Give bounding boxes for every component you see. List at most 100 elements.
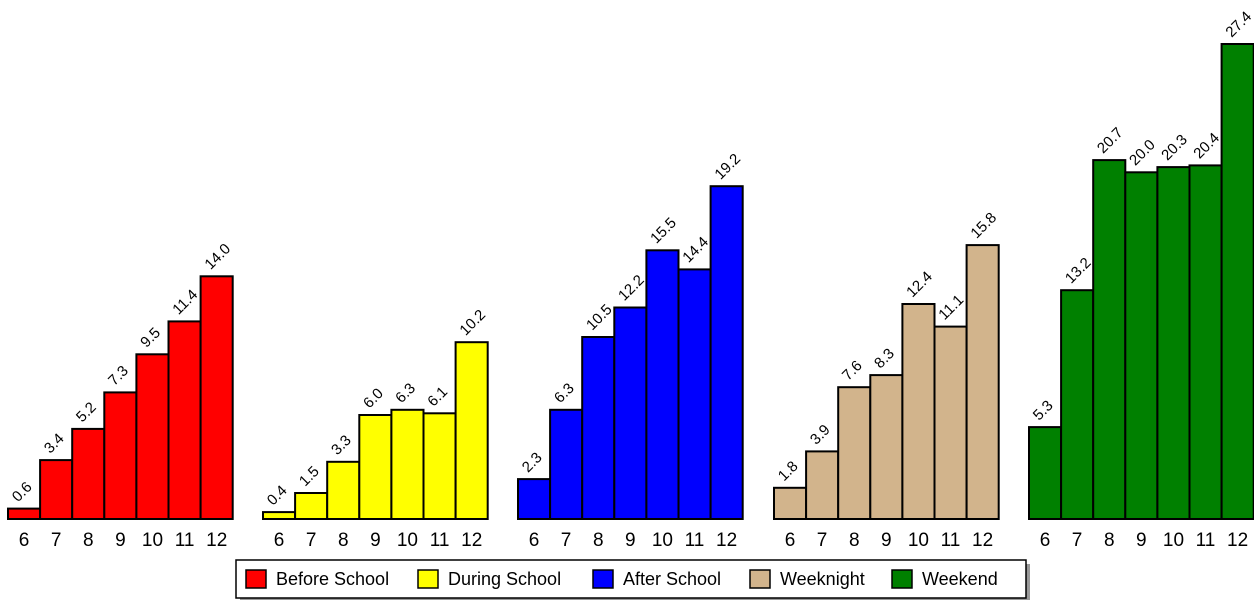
- data-label-during-school-10: 6.3: [392, 380, 419, 407]
- data-label-before-school-7: 3.4: [41, 430, 68, 457]
- chart-legend: Before School During School After School We…: [235, 559, 1030, 600]
- data-label-weeknight-7: 3.9: [807, 421, 834, 448]
- series-before-school: 0.6 6 3.4 7 5.2 8 7.3 9 9.5 10 11.4 11 14.0 12: [7, 240, 234, 551]
- x-tick-label-during-school-9: 9: [370, 530, 381, 551]
- x-tick-label-weeknight-11: 11: [941, 530, 961, 551]
- legend-swatch-before-school: [245, 569, 267, 589]
- bar-during-school-7: [294, 492, 329, 520]
- x-tick-label-during-school-6: 6: [274, 530, 285, 551]
- data-label-weeknight-8: 7.6: [839, 357, 866, 384]
- x-tick-label-before-school-8: 8: [83, 530, 94, 551]
- x-tick-label-after-school-7: 7: [561, 530, 572, 551]
- bar-weekend-12: [1220, 43, 1254, 520]
- data-label-weekend-9: 20.0: [1126, 136, 1159, 169]
- data-label-before-school-6: 0.6: [9, 479, 36, 506]
- x-tick-label-after-school-12: 12: [716, 530, 737, 551]
- legend-swatch-weekend: [891, 569, 913, 589]
- data-label-after-school-8: 10.5: [583, 301, 616, 334]
- data-label-after-school-7: 6.3: [551, 380, 578, 407]
- bar-before-school-9: [103, 391, 138, 520]
- data-label-during-school-12: 10.2: [456, 306, 489, 339]
- x-tick-label-during-school-7: 7: [306, 530, 317, 551]
- data-label-after-school-10: 15.5: [647, 214, 680, 247]
- x-tick-label-before-school-6: 6: [19, 530, 30, 551]
- data-label-weekend-7: 13.2: [1062, 254, 1095, 287]
- x-tick-label-weekend-6: 6: [1040, 530, 1051, 551]
- data-label-after-school-12: 19.2: [711, 150, 744, 183]
- legend-swatch-after-school: [592, 569, 614, 589]
- data-label-weekend-6: 5.3: [1030, 397, 1057, 424]
- x-tick-label-before-school-12: 12: [206, 530, 227, 551]
- bar-before-school-6: [7, 507, 42, 521]
- bar-weeknight-10: [901, 303, 936, 520]
- data-label-before-school-10: 9.5: [137, 324, 164, 351]
- bar-weekend-8: [1092, 159, 1127, 520]
- data-label-weekend-11: 20.4: [1190, 130, 1223, 163]
- bar-weeknight-6: [773, 486, 808, 520]
- data-label-weeknight-10: 12.4: [903, 268, 936, 301]
- x-tick-label-weeknight-10: 10: [908, 530, 929, 551]
- data-label-during-school-8: 3.3: [328, 432, 355, 459]
- legend-label-during-school: During School: [448, 569, 561, 589]
- data-label-during-school-9: 6.0: [360, 385, 387, 412]
- bar-before-school-10: [135, 353, 170, 520]
- x-tick-label-during-school-8: 8: [338, 530, 349, 551]
- legend-swatch-during-school: [417, 569, 439, 589]
- bar-weeknight-7: [805, 450, 840, 520]
- legend-label-before-school: Before School: [276, 569, 389, 589]
- bar-weeknight-9: [869, 374, 904, 520]
- x-tick-label-before-school-11: 11: [175, 530, 195, 551]
- x-tick-label-weeknight-8: 8: [849, 530, 860, 551]
- data-label-before-school-8: 5.2: [73, 399, 100, 426]
- data-label-during-school-6: 0.4: [264, 482, 291, 509]
- x-tick-label-weeknight-6: 6: [785, 530, 796, 551]
- x-tick-label-during-school-10: 10: [397, 530, 418, 551]
- bar-during-school-11: [422, 412, 457, 520]
- x-tick-label-before-school-10: 10: [142, 530, 163, 551]
- data-label-during-school-7: 1.5: [296, 463, 323, 490]
- bar-during-school-8: [326, 460, 361, 520]
- bar-after-school-11: [677, 268, 712, 520]
- data-label-weekend-8: 20.7: [1094, 124, 1127, 157]
- bar-after-school-8: [581, 336, 616, 520]
- bar-after-school-12: [709, 185, 744, 520]
- bar-weekend-11: [1188, 164, 1223, 520]
- x-tick-label-after-school-8: 8: [593, 530, 604, 551]
- series-after-school: 2.3 6 6.3 7 10.5 8 12.2 9 15.5 10 14.4 11 19.2 12: [517, 150, 744, 551]
- legend-label-weeknight: Weeknight: [780, 569, 865, 589]
- bar-after-school-9: [613, 306, 648, 520]
- data-label-before-school-12: 14.0: [201, 240, 234, 273]
- x-tick-label-after-school-6: 6: [529, 530, 540, 551]
- x-tick-label-during-school-12: 12: [461, 530, 482, 551]
- data-label-weeknight-12: 15.8: [967, 209, 1000, 242]
- x-tick-label-weekend-8: 8: [1104, 530, 1115, 551]
- x-tick-label-weeknight-9: 9: [881, 530, 892, 551]
- x-tick-label-during-school-11: 11: [430, 530, 450, 551]
- data-label-weekend-12: 27.4: [1222, 8, 1254, 41]
- bar-weekend-7: [1060, 289, 1095, 521]
- bar-weeknight-8: [837, 386, 872, 521]
- bar-after-school-10: [645, 249, 680, 521]
- x-tick-label-weekend-11: 11: [1196, 530, 1216, 551]
- data-label-before-school-11: 11.4: [169, 286, 201, 318]
- x-tick-label-weekend-7: 7: [1072, 530, 1083, 551]
- x-tick-label-before-school-7: 7: [51, 530, 62, 551]
- data-label-weekend-10: 20.3: [1158, 131, 1191, 164]
- series-weeknight: 1.8 6 3.9 7 7.6 8 8.3 9 12.4 10 11.1 11 15.8 12: [773, 209, 1000, 551]
- bar-before-school-8: [71, 427, 106, 520]
- x-tick-label-before-school-9: 9: [115, 530, 126, 551]
- bar-during-school-6: [262, 511, 297, 520]
- bar-before-school-12: [199, 275, 234, 520]
- data-label-after-school-6: 2.3: [519, 449, 546, 476]
- data-label-weeknight-9: 8.3: [871, 345, 898, 372]
- chart-plot-area: 0.6 6 3.4 7 5.2 8 7.3 9 9.5 10 11.4 11 14.0 12 0.4 6 1.5…: [7, 8, 1254, 551]
- x-tick-label-after-school-10: 10: [652, 530, 673, 551]
- legend-label-weekend: Weekend: [922, 569, 998, 589]
- bar-before-school-11: [167, 320, 202, 520]
- x-tick-label-weeknight-7: 7: [817, 530, 828, 551]
- legend-swatch-weeknight: [749, 569, 771, 589]
- x-tick-label-weeknight-12: 12: [972, 530, 993, 551]
- bar-after-school-7: [549, 408, 584, 520]
- data-label-after-school-11: 14.4: [679, 234, 712, 267]
